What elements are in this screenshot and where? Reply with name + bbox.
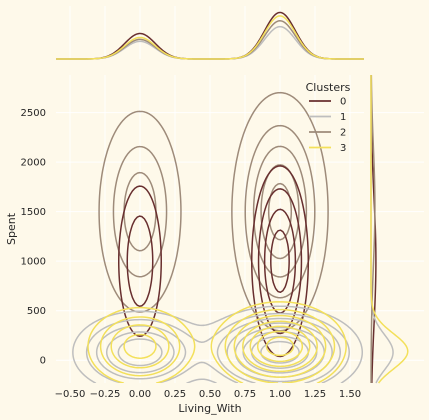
top-marginal-panel — [56, 6, 364, 60]
kde-contour-cluster-1 — [250, 335, 310, 369]
legend-label-cluster-1: 1 — [340, 112, 346, 123]
y-tick-label: 1500 — [21, 207, 46, 218]
right-marginal-kde-cluster-2 — [370, 74, 376, 383]
right-marginal-curves — [370, 74, 409, 384]
y-tick-label: 1000 — [21, 257, 46, 268]
legend: Clusters 0 1 2 3 — [306, 81, 351, 154]
x-tick-label: −0.25 — [90, 389, 121, 400]
top-marginal-kde-cluster-3 — [56, 15, 364, 60]
x-tick-labels: −0.50 −0.25 0.00 0.25 0.50 0.75 1.00 1.25 1.50 — [55, 389, 361, 400]
kde-contour-cluster-3 — [110, 314, 327, 378]
legend-items: 0 1 2 3 — [309, 97, 346, 154]
kde-contour-cluster-3 — [249, 325, 311, 368]
y-axis-label: Spent — [5, 212, 18, 245]
legend-label-cluster-3: 3 — [340, 143, 346, 154]
top-marginal-curves — [56, 11, 364, 60]
joint-kde-panel — [56, 75, 364, 383]
kde-contour-cluster-3 — [256, 330, 304, 363]
top-marginal-grid — [69, 6, 351, 59]
y-tick-label: 0 — [40, 356, 46, 367]
right-marginal-kde-cluster-3 — [370, 75, 409, 384]
kde-contour-cluster-2 — [98, 91, 329, 332]
legend-label-cluster-0: 0 — [340, 97, 346, 108]
y-tick-label: 2000 — [21, 158, 46, 169]
x-tick-label: 0.00 — [129, 389, 151, 400]
right-marginal-grid — [371, 112, 424, 361]
x-tick-label: −0.50 — [55, 389, 86, 400]
y-tick-label: 2500 — [21, 108, 46, 119]
x-axis-label: Living_With — [178, 402, 241, 415]
kde-contour-cluster-3 — [99, 308, 336, 383]
y-tick-label: 500 — [27, 306, 46, 317]
legend-title: Clusters — [306, 81, 351, 94]
x-tick-label: 0.50 — [199, 389, 221, 400]
x-tick-label: 1.00 — [269, 389, 291, 400]
kde-contour-cluster-3 — [123, 320, 318, 373]
right-marginal-panel — [370, 74, 424, 384]
kde-contour-cluster-2 — [112, 124, 316, 299]
y-tick-labels: 0 500 1000 1500 2000 2500 — [21, 108, 46, 367]
kde-contour-cluster-0 — [270, 229, 290, 293]
kde-contour-cluster-2 — [123, 145, 308, 278]
legend-label-cluster-2: 2 — [340, 128, 346, 139]
kde-contour-cluster-3 — [87, 301, 347, 383]
kde-contours — [72, 91, 364, 383]
x-tick-label: 1.50 — [339, 389, 361, 400]
x-tick-label: 1.25 — [304, 389, 326, 400]
kde-contour-cluster-3 — [265, 336, 295, 357]
x-tick-label: 0.75 — [234, 389, 256, 400]
x-tick-label: 0.25 — [164, 389, 186, 400]
kde-contour-cluster-1 — [85, 312, 350, 383]
kde-contour-cluster-1 — [72, 305, 364, 383]
right-marginal-background — [371, 75, 424, 383]
